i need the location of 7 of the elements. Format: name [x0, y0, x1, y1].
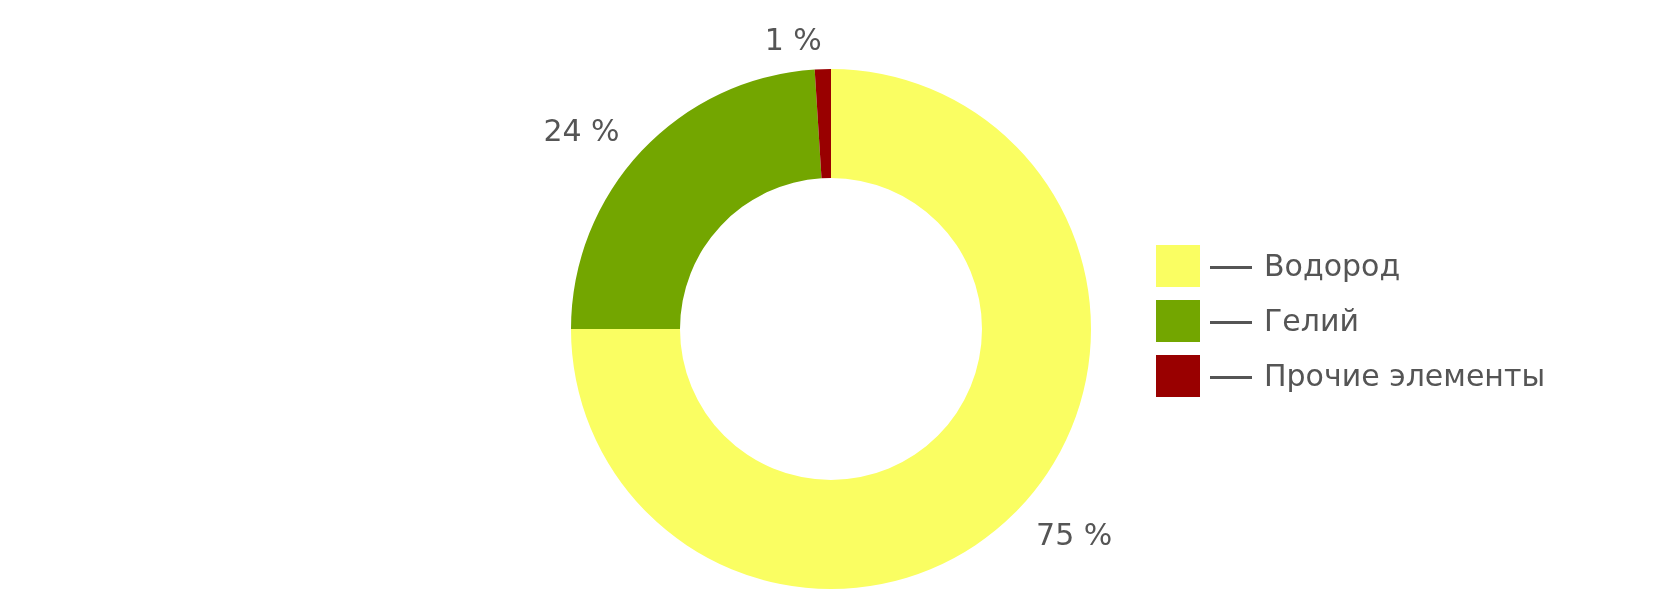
legend-label: Гелий — [1200, 303, 1359, 338]
legend-label: Водород — [1200, 248, 1401, 283]
data-label: 24 % — [543, 112, 620, 148]
donut-slice — [814, 69, 831, 179]
data-label: 75 % — [1036, 516, 1113, 552]
legend-label: Прочие элементы — [1200, 358, 1546, 393]
data-label: 1 % — [764, 21, 822, 57]
